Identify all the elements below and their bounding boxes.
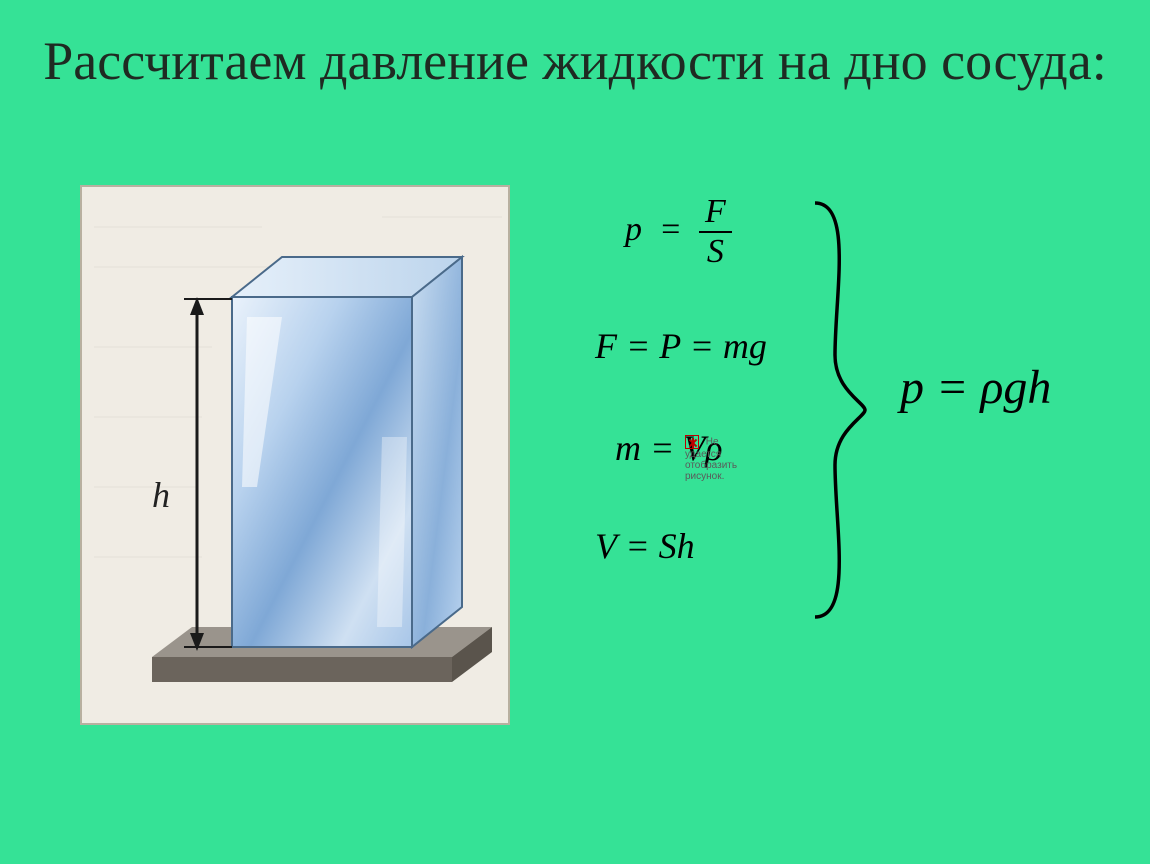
slide-root: Рассчитаем давление жидкости на дно сосу… bbox=[0, 0, 1150, 864]
cube-side bbox=[412, 257, 462, 647]
f1-den: S bbox=[699, 231, 732, 271]
f1-num: F bbox=[699, 193, 732, 231]
figure-container: h bbox=[80, 185, 510, 725]
slide-content: h p = F S F = P = mg m = Vρ V = Sh Не уд… bbox=[80, 185, 1070, 805]
formula-pressure-def: p = F S bbox=[625, 193, 732, 271]
broken-image-icon bbox=[685, 435, 699, 449]
formula-force: F = P = mg bbox=[595, 325, 767, 367]
plate-front bbox=[152, 657, 452, 682]
height-arrow bbox=[184, 297, 232, 651]
curly-brace bbox=[805, 195, 875, 625]
formula-result: p = ρgh bbox=[900, 360, 1051, 415]
cube-illustration: h bbox=[82, 187, 510, 725]
cube-highlight-2 bbox=[377, 437, 407, 627]
f1-lhs: p bbox=[625, 211, 642, 248]
slide-title: Рассчитаем давление жидкости на дно сосу… bbox=[0, 0, 1150, 96]
formula-volume: V = Sh bbox=[595, 525, 695, 567]
f1-eq: = bbox=[659, 211, 682, 248]
f1-fraction: F S bbox=[699, 193, 732, 271]
h-label: h bbox=[152, 475, 170, 515]
broken-image-note: Не удается отобразить рисунок. bbox=[685, 435, 737, 482]
